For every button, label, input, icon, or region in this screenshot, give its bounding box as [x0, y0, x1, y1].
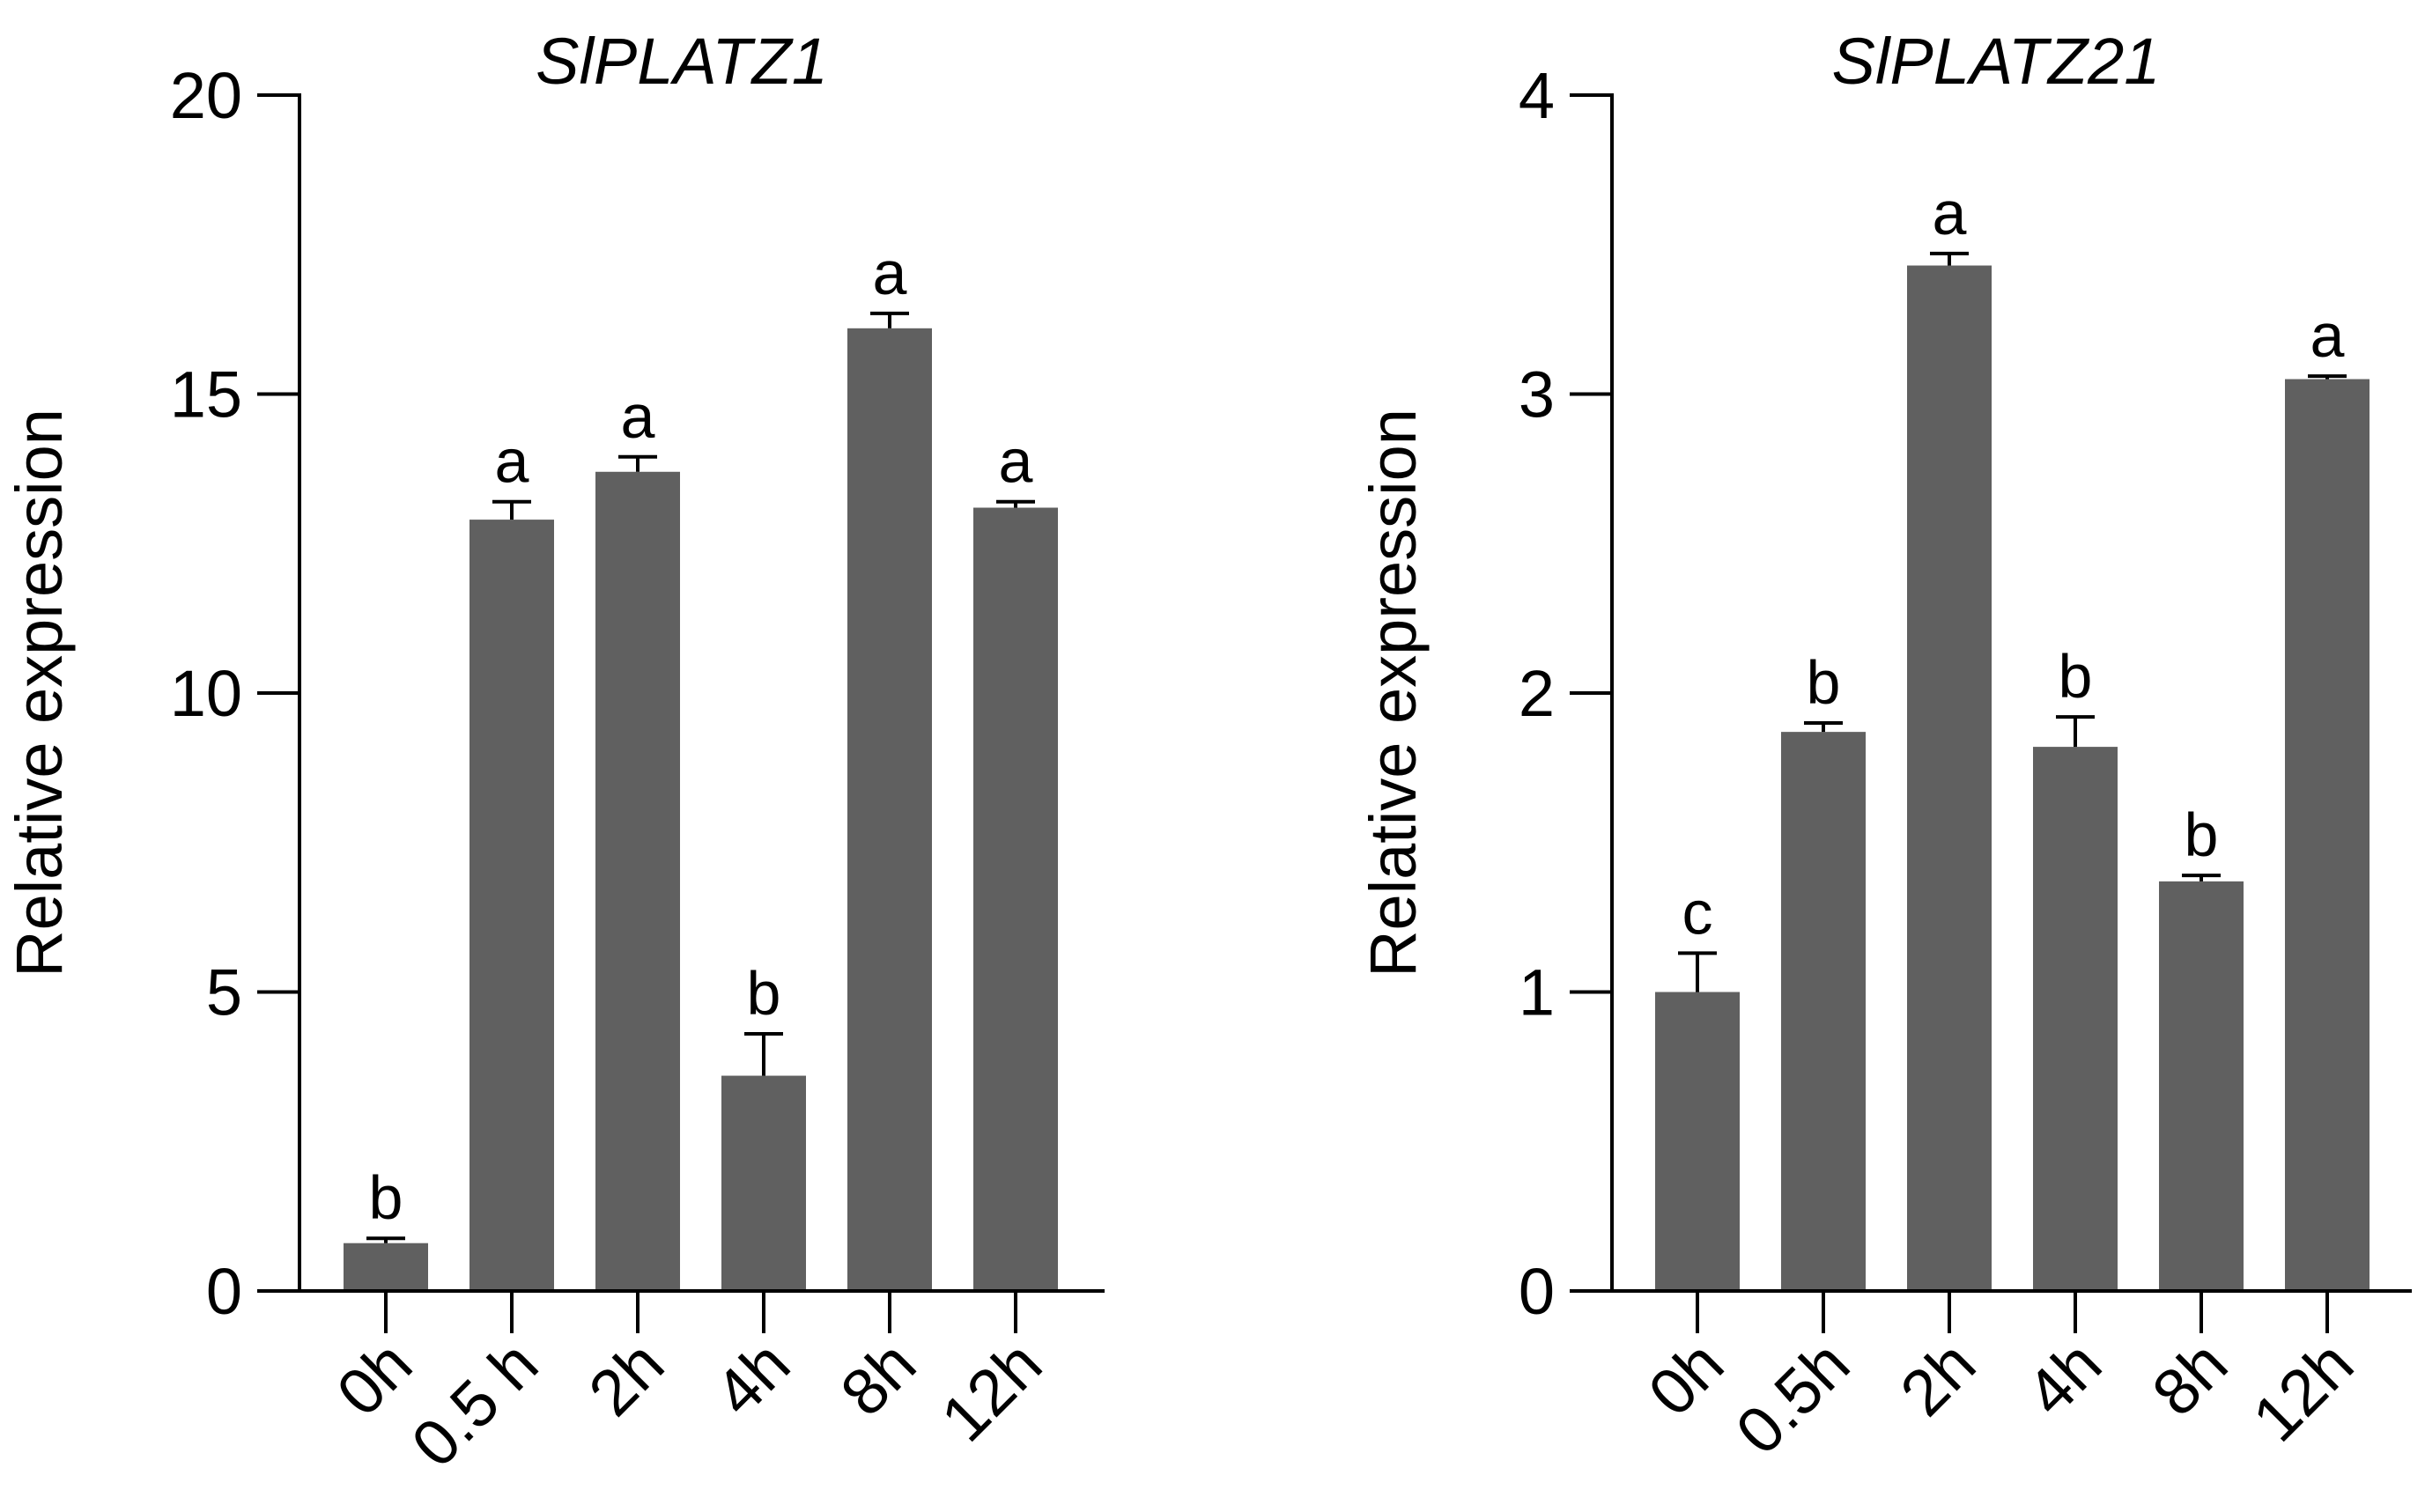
y-axis-title: Relative expression: [3, 409, 76, 977]
y-tick-label: 3: [1519, 358, 1555, 431]
y-tick-label: 10: [170, 657, 242, 730]
bar: [847, 328, 932, 1291]
chart-slplatz21: SlPLATZ21 Relative expression c 0h b 0.5h a 2h b…: [1357, 25, 2412, 1468]
x-tick-label: 0.5h: [1722, 1327, 1864, 1469]
y-tick-label: 5: [206, 956, 242, 1029]
significance-label: b: [1807, 648, 1841, 717]
bar: [344, 1243, 428, 1291]
significance-label: a: [621, 382, 655, 451]
y-tick-label: 2: [1519, 657, 1555, 730]
bar: [1907, 265, 1992, 1291]
significance-label: b: [2059, 642, 2093, 711]
significance-label: a: [495, 427, 529, 496]
bar: [721, 1075, 806, 1291]
x-tick-label: 12h: [2238, 1327, 2367, 1456]
significance-label: a: [1933, 179, 1967, 247]
bar: [2159, 881, 2244, 1291]
bar: [2033, 747, 2118, 1291]
x-tick-label: 12h: [927, 1327, 1055, 1456]
x-tick-label: 0h: [1634, 1327, 1737, 1430]
bar: [595, 471, 680, 1291]
bar: [973, 507, 1058, 1291]
y-tick-label: 0: [1519, 1255, 1555, 1328]
x-tick-label: 4h: [700, 1327, 803, 1430]
bar: [1781, 732, 1866, 1291]
y-tick-label: 1: [1519, 956, 1555, 1029]
significance-label: b: [369, 1163, 403, 1232]
bar: [1655, 992, 1740, 1291]
significance-label: a: [999, 427, 1033, 496]
x-tick-label: 2h: [574, 1327, 677, 1430]
bar: [2285, 379, 2370, 1291]
x-tick-label: 8h: [2138, 1327, 2241, 1430]
y-tick-label: 20: [170, 59, 242, 132]
y-axis-title: Relative expression: [1357, 409, 1430, 977]
significance-label: c: [1682, 878, 1713, 947]
x-tick-label: 4h: [2012, 1327, 2115, 1430]
significance-label: a: [2310, 301, 2345, 370]
x-tick-label: 8h: [826, 1327, 929, 1430]
chart-title: SlPLATZ21: [1832, 25, 2161, 98]
chart-title: SlPLATZ1: [536, 25, 828, 98]
x-tick-label: 0.5 h: [397, 1327, 551, 1481]
significance-label: b: [747, 959, 781, 1028]
x-tick-label: 0h: [322, 1327, 425, 1430]
x-tick-label: 2h: [1886, 1327, 1989, 1430]
significance-label: b: [2185, 800, 2219, 869]
bar: [469, 520, 554, 1291]
chart-slplatz1: SlPLATZ1 Relative expression b 0h a 0.5 h a 2h b…: [3, 25, 1105, 1481]
y-tick-label: 0: [206, 1255, 242, 1328]
y-tick-label: 15: [170, 358, 242, 431]
y-tick-label: 4: [1519, 59, 1555, 132]
significance-label: a: [873, 239, 907, 307]
